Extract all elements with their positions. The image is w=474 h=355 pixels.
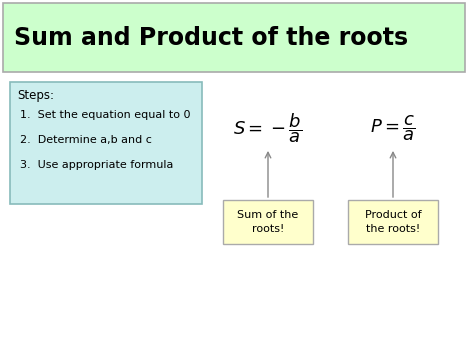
Text: 3.  Use appropriate formula: 3. Use appropriate formula	[20, 160, 173, 170]
Text: 2.  Determine a,b and c: 2. Determine a,b and c	[20, 135, 152, 145]
FancyBboxPatch shape	[348, 200, 438, 244]
Text: $S = -\dfrac{b}{a}$: $S = -\dfrac{b}{a}$	[234, 111, 302, 145]
Text: Sum and Product of the roots: Sum and Product of the roots	[14, 26, 408, 50]
Text: Steps:: Steps:	[17, 88, 54, 102]
Text: Product of
the roots!: Product of the roots!	[365, 211, 421, 234]
FancyBboxPatch shape	[3, 3, 465, 72]
FancyBboxPatch shape	[223, 200, 313, 244]
Text: $P = \dfrac{c}{a}$: $P = \dfrac{c}{a}$	[370, 113, 416, 143]
Text: Sum of the
roots!: Sum of the roots!	[237, 211, 299, 234]
Text: 1.  Set the equation equal to 0: 1. Set the equation equal to 0	[20, 110, 191, 120]
FancyBboxPatch shape	[10, 82, 202, 204]
